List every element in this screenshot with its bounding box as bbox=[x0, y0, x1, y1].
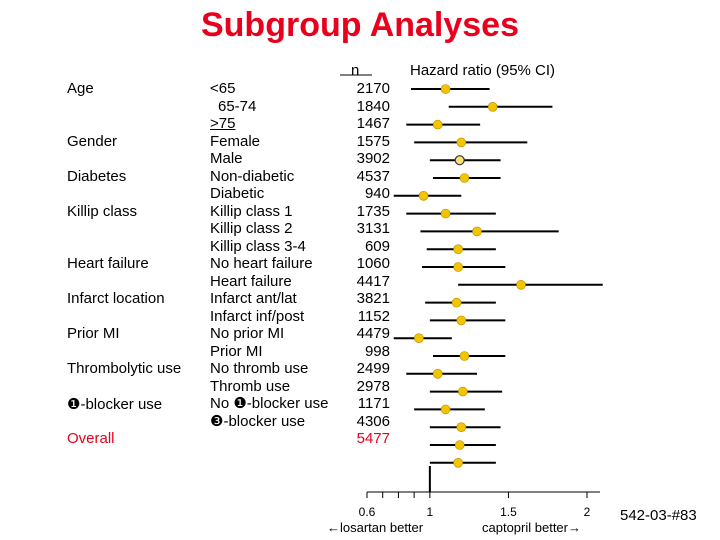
subgroup-label: Infarct ant/lat bbox=[210, 290, 297, 307]
category-label: Overall bbox=[67, 430, 115, 447]
n-value: 3902 bbox=[356, 150, 390, 167]
hazard-ratio-point bbox=[487, 102, 498, 112]
n-value: 5477 bbox=[356, 430, 390, 447]
hazard-ratio-point bbox=[516, 279, 526, 290]
left-arrow-icon: ← bbox=[327, 520, 340, 535]
hazard-ratio-point bbox=[440, 84, 451, 94]
category-label: Killip class bbox=[67, 202, 138, 220]
right-arrow-icon: → bbox=[568, 520, 581, 535]
x-axis-tick-label: 0.6 bbox=[359, 505, 376, 519]
hazard-ratio-point bbox=[432, 368, 443, 379]
hazard-ratio-point bbox=[432, 119, 443, 130]
n-value: 1735 bbox=[356, 202, 390, 220]
hazard-ratio-point bbox=[456, 422, 467, 433]
hazard-ratio-header: Hazard ratio (95% CI) bbox=[410, 62, 556, 79]
subgroup-label: Infarct inf/post bbox=[210, 307, 305, 325]
category-label: Diabetes bbox=[67, 167, 127, 185]
n-value: 2499 bbox=[356, 360, 390, 377]
subgroup-label: Killip class 2 bbox=[210, 220, 293, 237]
category-label: Infarct location bbox=[67, 290, 165, 307]
subgroup-label: Heart failure bbox=[210, 272, 292, 290]
subgroup-label: >75 bbox=[210, 115, 236, 132]
hazard-ratio-point bbox=[440, 404, 451, 415]
hazard-ratio-point bbox=[414, 333, 424, 344]
n-value: 4417 bbox=[356, 272, 390, 290]
n-value: 1467 bbox=[356, 115, 390, 132]
hazard-ratio-point bbox=[472, 226, 482, 237]
captopril-better-label: captopril better→ bbox=[482, 520, 581, 535]
category-label: Gender bbox=[67, 132, 118, 150]
n-value: 4537 bbox=[356, 167, 390, 185]
hazard-ratio-point bbox=[451, 297, 462, 308]
subgroup-label: No thromb use bbox=[210, 360, 309, 377]
n-value: 998 bbox=[364, 342, 390, 360]
subgroup-label: ❸-blocker use bbox=[210, 412, 306, 430]
subgroup-label: Male bbox=[210, 150, 243, 167]
n-value: 1575 bbox=[356, 132, 390, 150]
subgroup-label: Killip class 1 bbox=[210, 202, 293, 220]
losartan-better-label: ←losartan better bbox=[327, 520, 424, 535]
hazard-ratio-point bbox=[418, 191, 429, 201]
hazard-ratio-point bbox=[453, 262, 463, 272]
hazard-ratio-point bbox=[456, 315, 467, 326]
hazard-ratio-point bbox=[458, 386, 468, 397]
subgroup-label: <65 bbox=[210, 80, 236, 97]
subgroup-label: Diabetic bbox=[210, 185, 265, 202]
hazard-ratio-point bbox=[456, 137, 467, 148]
category-label: Heart failure bbox=[67, 255, 149, 272]
n-value: 1152 bbox=[357, 307, 390, 325]
category-label: Thrombolytic use bbox=[67, 360, 182, 377]
x-axis-tick-label: 1.5 bbox=[500, 505, 517, 519]
x-axis-tick-label: 2 bbox=[584, 505, 591, 519]
category-label: ❶-blocker use bbox=[67, 396, 163, 413]
category-label: Age bbox=[67, 80, 94, 97]
n-value: 3821 bbox=[356, 290, 390, 307]
n-value: 2170 bbox=[356, 80, 390, 97]
n-value: 1171 bbox=[357, 395, 390, 412]
subgroup-label: 65-74 bbox=[218, 97, 257, 115]
hazard-ratio-point bbox=[454, 155, 465, 166]
hazard-ratio-point bbox=[454, 440, 465, 450]
n-column-header: n bbox=[351, 62, 360, 79]
hazard-ratio-point bbox=[440, 208, 451, 219]
subgroup-label: Thromb use bbox=[210, 377, 291, 395]
n-value: 609 bbox=[364, 237, 390, 255]
page-title: Subgroup Analyses bbox=[200, 6, 520, 44]
n-value: 1060 bbox=[356, 255, 390, 272]
n-value: 3131 bbox=[356, 220, 390, 237]
hazard-ratio-point bbox=[459, 173, 470, 183]
n-value: 940 bbox=[364, 185, 390, 202]
subgroup-label: Prior MI bbox=[210, 342, 263, 360]
n-value: 4306 bbox=[356, 412, 390, 430]
hazard-ratio-point bbox=[453, 244, 463, 254]
hazard-ratio-point bbox=[459, 351, 470, 361]
x-axis-tick-label: 1 bbox=[427, 505, 434, 519]
subgroup-label: Non-diabetic bbox=[210, 167, 295, 185]
n-value: 2978 bbox=[356, 377, 390, 395]
subgroup-label: Female bbox=[210, 132, 261, 150]
n-value: 4479 bbox=[356, 325, 390, 342]
subgroup-label: No ❶-blocker use bbox=[210, 395, 329, 412]
n-value: 1840 bbox=[356, 97, 390, 115]
subgroup-label: No prior MI bbox=[210, 325, 285, 342]
subgroup-label: No heart failure bbox=[210, 255, 313, 272]
hazard-ratio-point bbox=[453, 457, 463, 468]
category-label: Prior MI bbox=[67, 325, 120, 342]
subgroup-label: Killip class 3-4 bbox=[210, 237, 306, 255]
slide-code: 542-03-#83 bbox=[620, 507, 697, 524]
